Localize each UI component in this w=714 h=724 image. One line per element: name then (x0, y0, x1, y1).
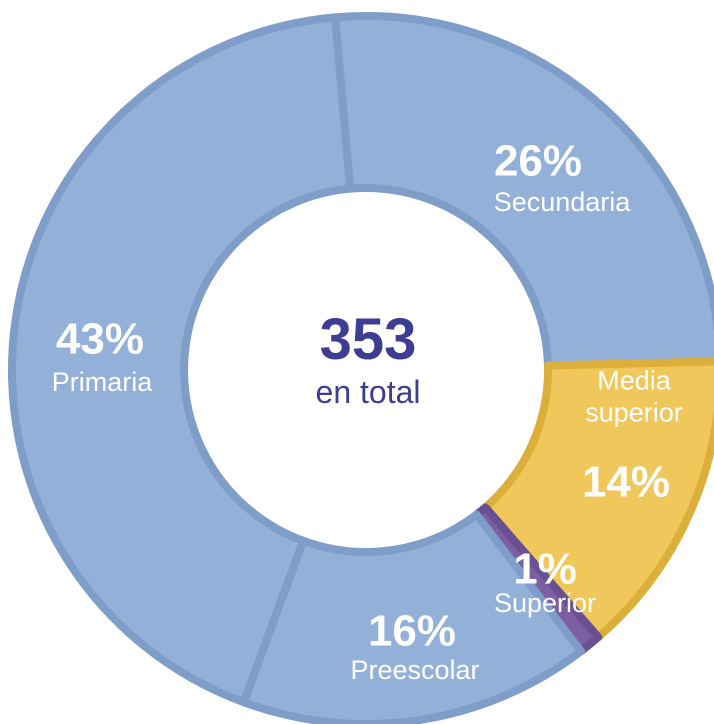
category-label: Primaria (51, 366, 153, 397)
center-label: en total (315, 373, 421, 410)
category-label: Media superior (585, 365, 683, 428)
category-label: Preescolar (350, 654, 480, 685)
category-label: Superior (493, 587, 597, 618)
slice (239, 510, 586, 724)
value-label: 43% (55, 314, 145, 364)
value-label: 14% (581, 457, 671, 507)
center-value: 353 (319, 307, 417, 373)
value-label: 1% (513, 544, 577, 594)
value-label: 26% (493, 136, 583, 186)
category-label: Secundaria (493, 186, 631, 217)
slice (8, 13, 355, 707)
slice (331, 12, 714, 370)
value-label: 16% (367, 606, 457, 656)
